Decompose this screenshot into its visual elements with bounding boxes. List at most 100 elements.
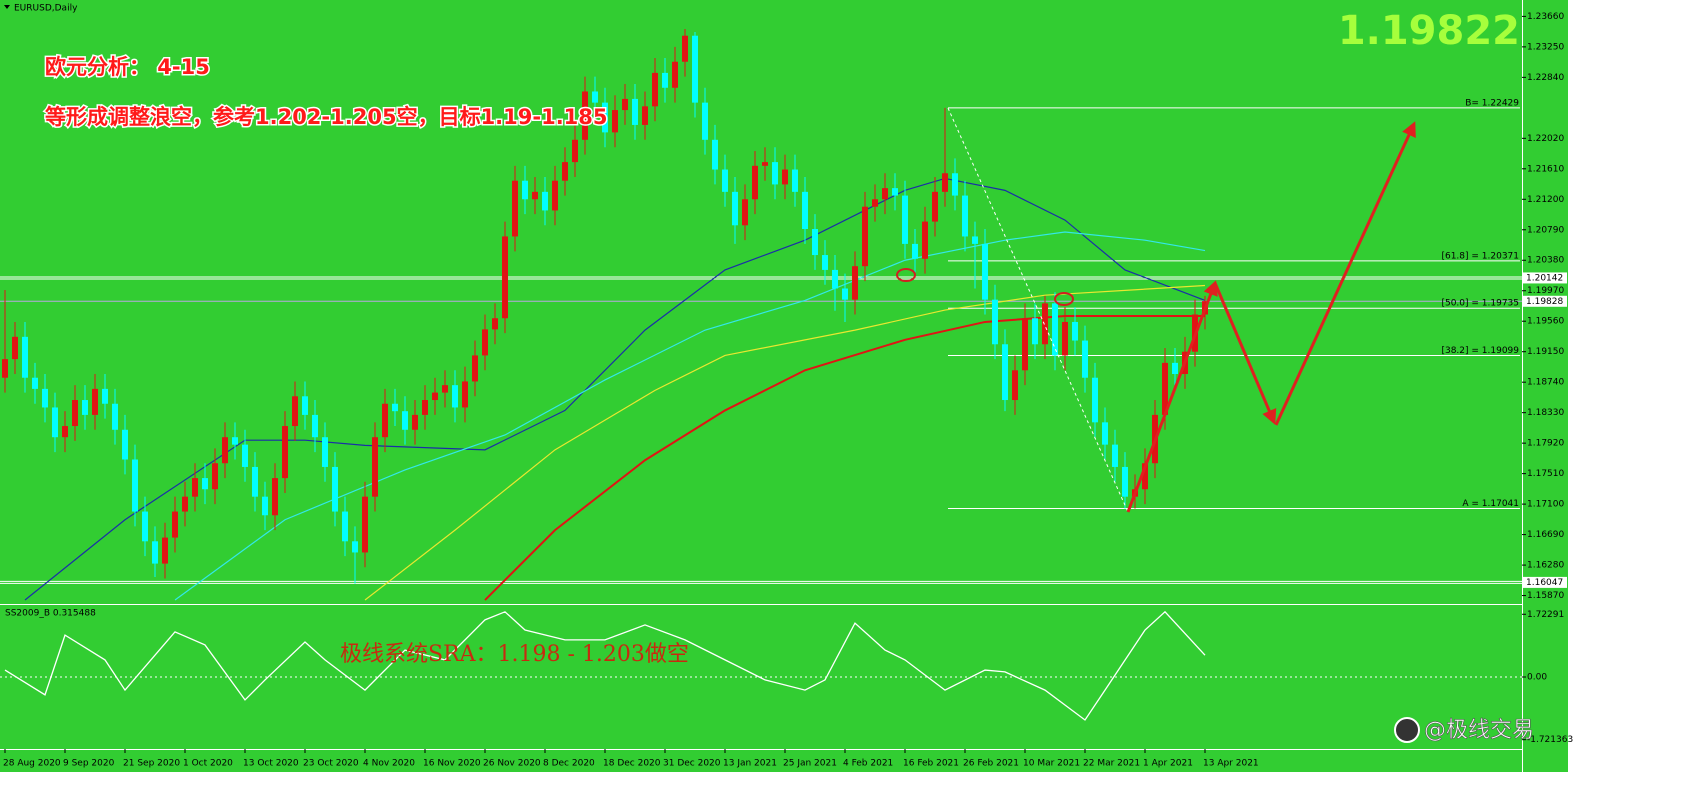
candle-body <box>632 98 638 125</box>
x-tick-label: 25 Jan 2021 <box>783 759 837 769</box>
candle-body <box>242 444 248 467</box>
arrow <box>1274 121 1416 426</box>
candle-body <box>1142 463 1148 490</box>
y-tick-label: 1.16280 <box>1527 561 1564 571</box>
candle-body <box>652 72 658 107</box>
candle-body <box>612 110 618 133</box>
candle-body <box>482 329 488 356</box>
fib-label: B= 1.22429 <box>1465 98 1519 108</box>
fib-trend-line <box>947 107 1129 513</box>
y-tick-label: 1.19150 <box>1527 347 1564 357</box>
indicator-line <box>4 610 1206 721</box>
candle-body <box>442 385 448 393</box>
candle-body <box>812 229 818 256</box>
candle-body <box>122 429 128 460</box>
candle-body <box>2 359 8 378</box>
x-tick-label: 1 Apr 2021 <box>1143 759 1193 769</box>
candle-body <box>1012 370 1018 401</box>
highlight-ellipse <box>1054 292 1074 306</box>
candle-body <box>252 466 258 497</box>
annotation: 等形成调整浪空，参考1.202-1.205空，目标1.19-1.185 <box>45 105 608 129</box>
candle-body <box>1122 466 1128 497</box>
candle-body <box>192 478 198 497</box>
candle-body <box>402 411 408 430</box>
candle-body <box>1052 303 1058 356</box>
y-tick-label: 1.20380 <box>1527 256 1564 266</box>
candle-body <box>372 437 378 497</box>
candle-body <box>322 437 328 467</box>
candle-body <box>572 139 578 163</box>
x-tick-label: 16 Nov 2020 <box>423 759 481 769</box>
candle-body <box>172 511 178 538</box>
candle-body <box>842 288 848 300</box>
x-tick-label: 13 Jan 2021 <box>723 759 777 769</box>
candle-body <box>562 162 568 181</box>
x-tick-label: 22 Mar 2021 <box>1083 759 1140 769</box>
candle-body <box>162 537 168 564</box>
candle-body <box>892 188 898 196</box>
candle-body <box>492 318 498 330</box>
y-tick-label: 1.16690 <box>1527 530 1564 540</box>
candle-body <box>272 478 278 516</box>
candle-body <box>912 243 918 259</box>
y-tick-label: 1.19560 <box>1527 317 1564 327</box>
candle-body <box>1112 444 1118 467</box>
candle-body <box>22 336 28 378</box>
x-tick-label: 1 Oct 2020 <box>183 759 233 769</box>
x-tick-label: 10 Mar 2021 <box>1023 759 1080 769</box>
axes: 1.23660 1.23250 1.22840 1.22020 1.21610 1.212… <box>3 12 1573 769</box>
indicator-pane <box>0 610 1522 721</box>
y-tick-label: 1.17100 <box>1527 500 1564 510</box>
candle-body <box>942 173 948 192</box>
candle-body <box>212 463 218 490</box>
candle-body <box>1022 318 1028 371</box>
y-tick-label: 1.21610 <box>1527 164 1564 174</box>
candle-body <box>312 414 318 438</box>
candle-body <box>642 106 648 125</box>
candle-body <box>92 388 98 415</box>
x-tick-label: 23 Oct 2020 <box>303 759 359 769</box>
candle-body <box>932 191 938 222</box>
candle-body <box>772 162 778 185</box>
candle-body <box>392 403 398 412</box>
y-tick-label: 1.21200 <box>1527 195 1564 205</box>
candle-body <box>222 437 228 464</box>
arrow <box>1213 282 1277 425</box>
x-tick-label: 26 Nov 2020 <box>483 759 541 769</box>
highlight-ellipse <box>896 268 916 282</box>
candle-body <box>1162 362 1168 415</box>
candle-body <box>922 221 928 259</box>
candle-body <box>362 496 368 553</box>
y-tick-label: 1.18330 <box>1527 408 1564 418</box>
x-tick-label: 16 Feb 2021 <box>903 759 959 769</box>
annotation: 极线系统SRA：1.198 - 1.203做空 <box>340 642 689 667</box>
candle-body <box>42 388 48 408</box>
y-tick-label: -1.721363 <box>1527 735 1573 745</box>
watermark-icon <box>1394 717 1420 743</box>
candle-body <box>1002 344 1008 401</box>
candle-body <box>972 236 978 244</box>
candle-body <box>582 91 588 140</box>
candle-body <box>592 91 598 103</box>
candle-body <box>1062 321 1068 356</box>
chart-title: EURUSD,Daily <box>14 4 78 14</box>
price-pane: B= 1.22429 [61.8] = 1.20371 [50.0] = 1.197… <box>0 29 1522 601</box>
candle-body <box>142 511 148 542</box>
candle-body <box>712 139 718 170</box>
candle-body <box>832 269 838 289</box>
candle-body <box>852 266 858 300</box>
x-tick-label: 18 Dec 2020 <box>603 759 661 769</box>
x-tick-label: 13 Oct 2020 <box>243 759 299 769</box>
x-tick-label: 26 Feb 2021 <box>963 759 1019 769</box>
candle-body <box>52 407 58 438</box>
candle-body <box>1082 340 1088 378</box>
y-tick-label: 1.22840 <box>1527 73 1564 83</box>
candle-body <box>1042 303 1048 345</box>
x-tick-label: 4 Feb 2021 <box>843 759 893 769</box>
annotation: 欧元分析： 4-15 <box>45 55 210 79</box>
candle-body <box>792 169 798 192</box>
candle-body <box>262 496 268 516</box>
candle-body <box>72 400 78 427</box>
